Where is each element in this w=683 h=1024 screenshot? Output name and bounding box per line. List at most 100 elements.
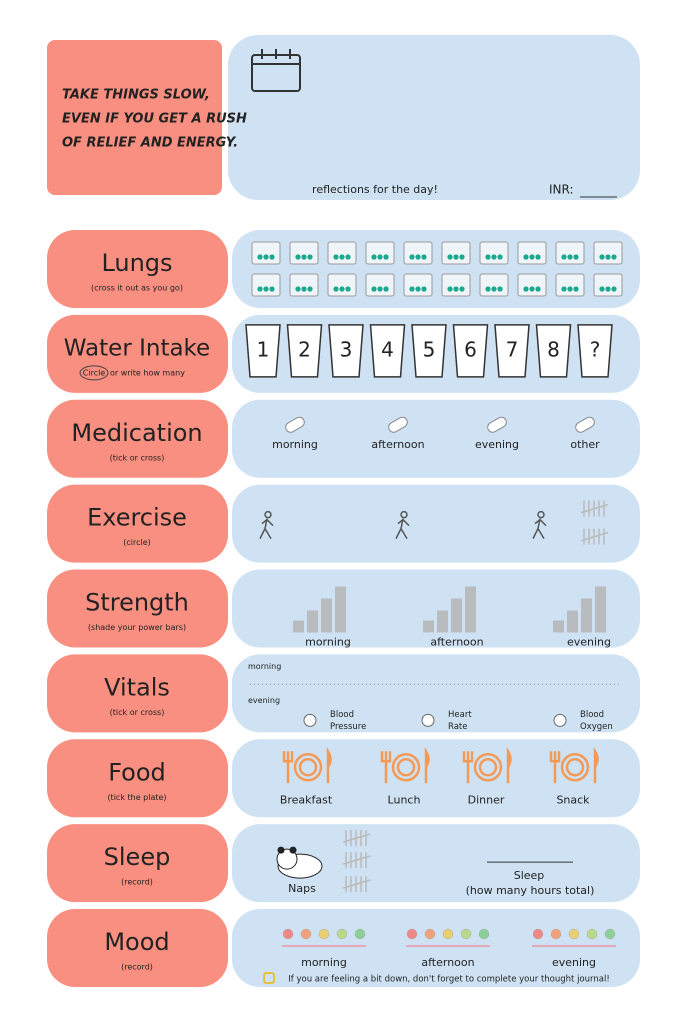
power-bar bbox=[293, 620, 304, 633]
ball bbox=[561, 286, 567, 292]
journal-note: If you are feeling a bit down, don't for… bbox=[288, 975, 609, 985]
vital-label: Blood bbox=[580, 710, 604, 720]
ball bbox=[485, 254, 491, 260]
ball bbox=[611, 254, 617, 260]
section-panel bbox=[232, 654, 640, 733]
section-panel bbox=[232, 739, 640, 818]
section-label-box bbox=[47, 909, 228, 987]
quote-line: EVEN IF YOU GET A RUSH bbox=[62, 112, 247, 127]
glass-icon bbox=[577, 324, 613, 378]
ball bbox=[263, 286, 269, 292]
ball bbox=[339, 254, 345, 260]
pill-icon bbox=[575, 416, 595, 433]
ball bbox=[611, 286, 617, 292]
vital-icon bbox=[553, 713, 567, 727]
power-bar bbox=[423, 620, 434, 633]
mood-face bbox=[550, 928, 562, 940]
mood-face bbox=[568, 928, 580, 940]
tally bbox=[342, 879, 371, 889]
ball bbox=[491, 286, 497, 292]
ball bbox=[269, 286, 275, 292]
section-title: Sleep bbox=[104, 843, 171, 871]
spirometer-icon bbox=[365, 241, 395, 265]
power-bar bbox=[335, 586, 346, 633]
ball bbox=[339, 286, 345, 292]
glass-icon bbox=[494, 324, 530, 378]
glass-icon bbox=[535, 324, 572, 378]
walker-icon bbox=[259, 510, 274, 540]
subtitle: (circle) bbox=[123, 538, 151, 547]
plate-icon bbox=[282, 746, 332, 784]
mood-face bbox=[354, 928, 366, 940]
naps-label: Naps bbox=[288, 882, 316, 895]
ball bbox=[421, 286, 427, 292]
medication-time: evening bbox=[475, 438, 519, 451]
ball bbox=[333, 254, 339, 260]
quote-box bbox=[47, 40, 222, 195]
mood-face bbox=[442, 928, 454, 940]
ball bbox=[561, 254, 567, 260]
spirometer-icon bbox=[479, 241, 509, 265]
glass-number: 8 bbox=[547, 337, 560, 361]
plate-inner bbox=[396, 758, 416, 777]
fork bbox=[380, 751, 392, 784]
panda-ear bbox=[277, 846, 285, 854]
tally bbox=[580, 531, 609, 542]
section-title: Exercise bbox=[87, 504, 187, 532]
section-label-box bbox=[47, 484, 228, 563]
knife bbox=[326, 746, 332, 784]
spirometer-icon bbox=[327, 241, 357, 265]
mood-face bbox=[424, 928, 436, 940]
quote-line: OF RELIEF AND ENERGY. bbox=[62, 136, 238, 151]
meal-label: Snack bbox=[556, 793, 590, 806]
section-label-box bbox=[47, 314, 228, 393]
power-bar bbox=[321, 598, 332, 633]
head bbox=[400, 510, 408, 519]
glass-number: ? bbox=[590, 337, 601, 361]
spirometer-icon bbox=[403, 241, 433, 265]
power-bar bbox=[553, 620, 564, 633]
ball bbox=[257, 254, 263, 260]
spirometer-icon bbox=[403, 273, 433, 297]
section-title: Medication bbox=[71, 419, 202, 447]
ball bbox=[383, 286, 389, 292]
ball bbox=[573, 286, 579, 292]
ball bbox=[485, 286, 491, 292]
glass-number: 2 bbox=[298, 337, 311, 361]
power-bar bbox=[451, 598, 462, 633]
section-title: Water Intake bbox=[64, 335, 210, 361]
ball bbox=[599, 254, 605, 260]
inr-label: INR: bbox=[549, 183, 574, 197]
glass-number: 1 bbox=[257, 337, 270, 361]
ball bbox=[497, 286, 503, 292]
power-bar bbox=[465, 586, 476, 633]
ball bbox=[307, 254, 313, 260]
ball bbox=[415, 286, 421, 292]
tally bbox=[342, 833, 371, 843]
ball bbox=[535, 286, 541, 292]
panda-icon bbox=[276, 846, 323, 879]
walker-icon bbox=[395, 510, 410, 540]
medication-time: afternoon bbox=[371, 438, 424, 451]
spirometer-icon bbox=[593, 241, 623, 265]
spirometer-icon bbox=[327, 273, 357, 297]
glass-icon bbox=[328, 324, 364, 378]
subtitle: (record) bbox=[121, 878, 153, 887]
ball bbox=[295, 286, 301, 292]
section-title: Strength bbox=[85, 589, 189, 617]
spirometer-icon bbox=[479, 273, 509, 297]
spirometer-icon bbox=[289, 241, 319, 265]
spirometer-icon bbox=[441, 273, 471, 297]
power-bar bbox=[307, 610, 318, 633]
glass-icon bbox=[245, 324, 281, 378]
spirometer-icon bbox=[365, 273, 395, 297]
mood-face bbox=[532, 928, 544, 940]
walker-icon bbox=[532, 510, 547, 540]
ball bbox=[421, 254, 427, 260]
meal-label: Dinner bbox=[468, 793, 505, 806]
tally-group bbox=[342, 830, 371, 893]
ball bbox=[263, 254, 269, 260]
ball bbox=[377, 254, 383, 260]
ball bbox=[415, 254, 421, 260]
power-bar bbox=[595, 586, 606, 633]
